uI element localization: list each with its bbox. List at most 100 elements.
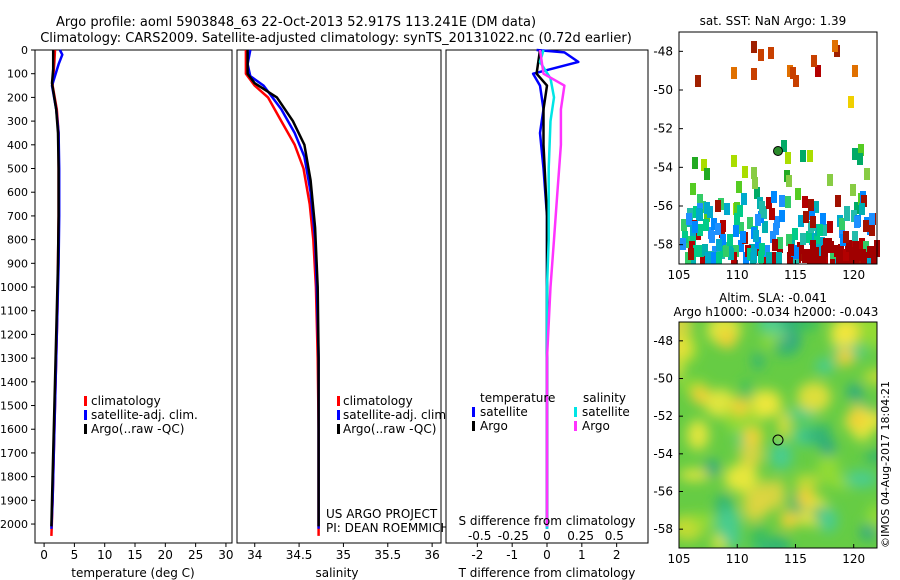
- sst-cell: [827, 174, 833, 186]
- sla-blob: [724, 464, 758, 492]
- sla-title-2: Argo h1000: -0.034 h2000: -0.043: [674, 305, 879, 319]
- sst-cell: [798, 242, 804, 254]
- sla-blob: [691, 386, 709, 404]
- lat-tick-label: -52: [653, 409, 673, 423]
- sst-cell: [703, 219, 709, 231]
- lon-tick-label: 115: [784, 268, 807, 282]
- legend-swatch-climatology: [84, 396, 87, 406]
- sla-blob: [848, 411, 866, 429]
- x-tick-label: 15: [127, 548, 142, 562]
- sst-cell: [733, 225, 739, 237]
- sst-cell: [680, 238, 686, 250]
- sla-blob: [830, 322, 858, 350]
- depth-tick-label: 1800: [0, 471, 28, 484]
- depth-tick-label: 1100: [0, 305, 28, 318]
- sst-cell: [773, 223, 779, 235]
- pi-annotation: PI: DEAN ROEMMICH: [326, 521, 449, 535]
- sst-cell: [811, 55, 817, 67]
- sst-cell: [692, 221, 698, 233]
- sst-cell: [751, 68, 757, 80]
- legend-swatch-s-satellite: [574, 407, 577, 417]
- sst-cell: [697, 224, 703, 236]
- sla-blob: [836, 348, 854, 366]
- sla-blob: [718, 330, 736, 348]
- sst-cell: [768, 47, 774, 59]
- sst-cell: [758, 49, 764, 61]
- sst-cell: [809, 208, 815, 220]
- lon-tick-label: 110: [726, 552, 749, 566]
- sst-cell: [711, 218, 717, 230]
- sst-cell: [864, 168, 870, 180]
- sst-cell: [786, 175, 792, 187]
- sst-cell: [781, 140, 787, 152]
- sst-cell: [802, 251, 808, 263]
- sst-cell: [832, 40, 838, 52]
- sst-cell: [838, 244, 844, 256]
- sst-cell: [709, 231, 715, 243]
- sst-cell: [692, 157, 698, 169]
- sst-cell: [723, 245, 729, 257]
- sla-blob: [687, 420, 709, 450]
- x-tick-label: 35: [336, 548, 351, 562]
- depth-tick-label: 200: [7, 91, 28, 104]
- depth-tick-label: 1600: [0, 423, 28, 436]
- depth-tick-label: 800: [7, 234, 28, 247]
- x-tick-label: 34.5: [286, 548, 313, 562]
- argo-float-marker-sla: [772, 434, 784, 446]
- sst-cell: [869, 213, 875, 225]
- legend-swatch-climatology: [337, 396, 340, 406]
- sla-blob: [691, 513, 715, 529]
- sst-cell: [705, 252, 711, 264]
- lat-tick-label: -56: [653, 485, 673, 499]
- lon-tick-label: 105: [668, 552, 691, 566]
- sst-cell: [751, 248, 757, 260]
- legend-label-t-satellite: satellite: [480, 405, 528, 419]
- sst-cell: [806, 231, 812, 243]
- legend-swatch-t-satellite: [472, 407, 475, 417]
- sst-cell: [817, 224, 823, 236]
- x-tick-label: 0: [40, 548, 48, 562]
- sst-cell: [701, 159, 707, 171]
- sst-cell: [839, 218, 845, 230]
- sst-cell: [697, 194, 703, 206]
- sla-blob: [780, 511, 798, 529]
- sst-cell: [869, 224, 875, 236]
- depth-tick-label: 0: [21, 44, 28, 57]
- legend-label-s-satellite: satellite: [582, 405, 630, 419]
- salinity-panel: 34 34.5 35 35.5 36 salinity climatology sate…: [236, 49, 450, 580]
- sst-cell: [743, 252, 749, 264]
- sst-cell: [766, 197, 772, 209]
- legend-label-argo: Argo(..raw -QC): [343, 422, 436, 436]
- sla-title-1: Altim. SLA: -0.041: [719, 291, 827, 305]
- sst-cell: [848, 96, 854, 108]
- sst-cell: [860, 249, 866, 261]
- sst-cell: [751, 41, 757, 53]
- sst-cell: [689, 241, 695, 253]
- lat-tick-label: -58: [653, 522, 673, 536]
- depth-tick-label: 700: [7, 210, 28, 223]
- sst-cell: [867, 246, 873, 258]
- x-tick-label: 36: [424, 548, 439, 562]
- header-line2: Climatology: CARS2009. Satellite-adjuste…: [40, 31, 632, 46]
- lat-tick-label: -50: [653, 83, 673, 97]
- lat-tick-label: -48: [653, 334, 673, 348]
- sst-cell: [834, 245, 840, 257]
- sla-blob: [793, 322, 819, 331]
- sst-cell: [786, 234, 792, 246]
- sst-cell: [861, 195, 867, 207]
- lat-tick-label: -52: [653, 122, 673, 136]
- legend-swatch-satellite: [337, 410, 340, 420]
- sla-blob: [743, 427, 761, 445]
- depth-tick-label: 900: [7, 257, 28, 270]
- sla-blob: [752, 352, 764, 370]
- depth-tick-label: 1400: [0, 376, 28, 389]
- sst-lat-axis: -48 -50 -52 -54 -56 -58: [653, 44, 683, 252]
- legend-label-argo: Argo(..raw -QC): [91, 422, 184, 436]
- temperature-series: [50, 49, 64, 536]
- sst-cell: [793, 247, 799, 259]
- sst-cell: [800, 233, 806, 245]
- sst-cell: [859, 238, 865, 250]
- sst-cell: [844, 209, 850, 221]
- sst-cell: [852, 65, 858, 77]
- series-line-argo: [50, 50, 60, 527]
